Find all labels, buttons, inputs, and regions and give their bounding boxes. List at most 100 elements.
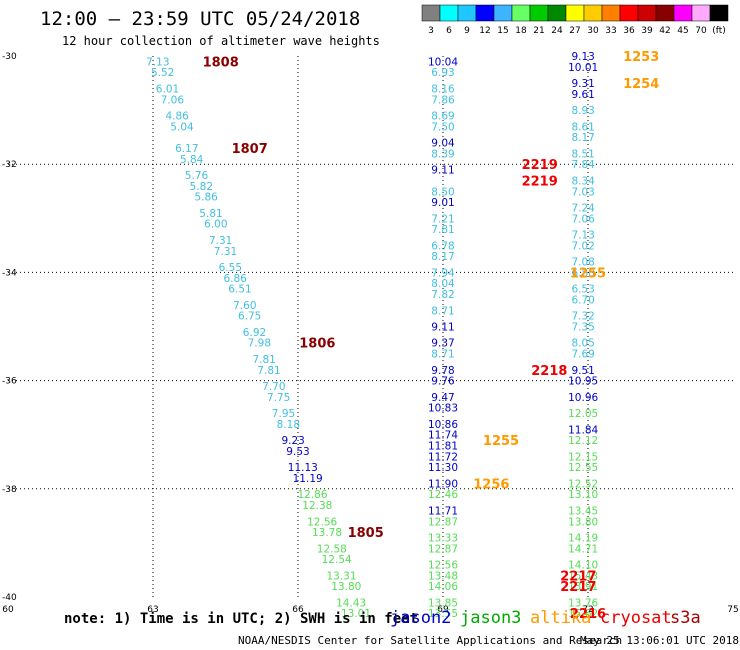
wave-height-value: 7.06 <box>161 94 185 106</box>
pass-time-label: 2217 <box>560 580 596 595</box>
wave-height-value: 11.13 <box>288 462 318 474</box>
wave-height-value: 8.04 <box>431 278 455 290</box>
wave-height-value: 7.95 <box>272 408 295 420</box>
wave-height-value: 9.11 <box>431 322 454 334</box>
wave-height-value: 11.90 <box>428 478 458 490</box>
wave-height-value: 9.51 <box>571 365 594 377</box>
x-tick-label: 72 <box>582 605 593 615</box>
legend-item-jason3: jason3 <box>460 608 522 628</box>
wave-height-value: 9.11 <box>431 165 454 177</box>
pass-time-label: 2219 <box>522 174 558 189</box>
wave-height-value: 7.02 <box>571 240 594 252</box>
scale-label: 3 <box>428 26 434 36</box>
wave-height-value: 14.71 <box>568 543 598 555</box>
wave-height-value: 7.31 <box>209 235 232 247</box>
wave-height-value: 11.19 <box>293 473 323 485</box>
legend-item-cryosat: cryosat <box>600 608 672 628</box>
wave-height-value: 12.38 <box>302 500 332 512</box>
wave-height-value: 9.31 <box>571 78 594 90</box>
pass-time-label: 1808 <box>203 55 239 70</box>
wave-height-value: 7.50 <box>431 121 454 133</box>
wave-height-value: 9.23 <box>281 435 304 447</box>
scale-label: 30 <box>587 26 599 36</box>
wave-height-value: 6.78 <box>431 240 454 252</box>
x-tick-label: 69 <box>437 605 449 615</box>
pass-time-label: 1805 <box>348 526 384 541</box>
wave-height-value: 6.01 <box>156 83 179 95</box>
wave-height-value: 9.01 <box>431 197 454 209</box>
wave-height-value: 8.18 <box>277 419 300 431</box>
pass-time-label: 1806 <box>299 337 335 352</box>
wave-height-value: 12.54 <box>322 554 352 566</box>
wave-height-value: 13.31 <box>326 570 356 582</box>
wave-height-value: 9.53 <box>286 446 309 458</box>
scale-label: (ft) <box>712 26 726 36</box>
wave-height-value: 8.50 <box>431 186 454 198</box>
scale-label: 12 <box>479 26 490 36</box>
wave-height-value: 13.45 <box>568 505 598 517</box>
wave-height-value: 7.24 <box>571 202 595 214</box>
scale-swatch <box>439 4 459 22</box>
wave-height-value: 11.84 <box>568 424 598 436</box>
scale-label: 42 <box>659 26 670 36</box>
wave-height-value: 6.53 <box>571 284 594 296</box>
wave-height-value: 8.61 <box>571 121 594 133</box>
chart-title: 12:00 – 23:59 UTC 05/24/2018 <box>40 8 361 30</box>
wave-height-value: 11.81 <box>428 441 458 453</box>
wave-height-value: 12.86 <box>297 489 327 501</box>
pass-time-label: 2217 <box>560 569 596 584</box>
wave-height-value: 14.43 <box>336 597 366 609</box>
credit-text: NOAA/NESDIS Center for Satellite Applica… <box>238 634 623 647</box>
legend-item-s3a: s3a <box>670 608 701 628</box>
scale-swatch <box>529 4 549 22</box>
scale-label: 21 <box>533 26 544 36</box>
wave-height-value: 9.13 <box>571 51 594 63</box>
wave-height-value: 7.86 <box>431 94 455 106</box>
wave-height-value: 10.04 <box>428 56 458 68</box>
wave-height-value: 10.96 <box>568 392 598 404</box>
wave-height-value: 10.86 <box>428 419 458 431</box>
wave-height-value: 7.60 <box>233 300 256 312</box>
pass-time-label: 1807 <box>232 142 268 157</box>
wave-height-value: 9.61 <box>571 89 594 101</box>
scale-label: 24 <box>551 26 563 36</box>
wave-height-value: 12.46 <box>428 489 458 501</box>
scale-swatch <box>655 4 675 22</box>
wave-height-value: 6.00 <box>204 219 227 231</box>
chart-subtitle: 12 hour collection of altimeter wave hei… <box>62 34 380 48</box>
scale-label: 6 <box>446 26 452 36</box>
wave-height-value: 5.81 <box>199 208 222 220</box>
wave-height-value: 11.72 <box>428 451 458 463</box>
legend-item-altika: altika <box>530 608 592 628</box>
wave-height-value: 8.69 <box>431 111 454 123</box>
wave-height-value: 11.74 <box>428 430 458 442</box>
wave-height-value: 13.33 <box>428 532 458 544</box>
wave-height-value: 7.69 <box>571 349 594 361</box>
scale-swatch <box>421 4 441 22</box>
wave-height-value: 7.94 <box>431 267 455 279</box>
pass-time-label: 2216 <box>570 607 606 622</box>
scale-label: 39 <box>641 26 653 36</box>
wave-height-value: 8.17 <box>431 251 454 263</box>
wave-height-value: 5.76 <box>185 170 209 182</box>
wave-height-value: 12.56 <box>307 516 337 528</box>
pass-time-label: 1255 <box>483 434 519 449</box>
wave-height-value: 7.13 <box>146 56 169 68</box>
x-tick-label: 63 <box>147 605 158 615</box>
scale-swatch <box>475 4 495 22</box>
wave-height-value: 6.88 <box>571 267 594 279</box>
wave-height-value: 5.04 <box>170 121 194 133</box>
scale-label: 33 <box>605 26 616 36</box>
wave-height-value: 13.48 <box>428 570 458 582</box>
wave-height-value: 13.10 <box>568 489 598 501</box>
wave-height-value: 6.55 <box>219 262 242 274</box>
wave-height-value: 7.81 <box>257 365 280 377</box>
scale-label: 18 <box>515 26 527 36</box>
pass-time-label: 1256 <box>473 477 509 492</box>
wave-height-value: 12.12 <box>568 435 598 447</box>
wave-height-value: 13.55 <box>428 608 458 620</box>
wave-height-value: 5.52 <box>151 67 174 79</box>
wave-height-value: 12.56 <box>428 560 458 572</box>
wave-height-value: 12.52 <box>568 478 598 490</box>
